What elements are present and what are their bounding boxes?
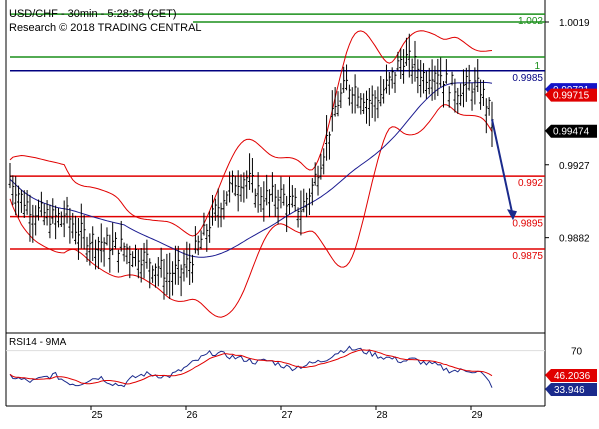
level-label-4: 0.9875 (512, 251, 543, 262)
price-axis-label-0: 1.0019 (559, 18, 590, 29)
bollinger-bands-layer (9, 30, 493, 318)
price-tag-bg-2 (545, 124, 597, 138)
price-bars-layer (8, 33, 494, 300)
projection-arrow-line (491, 119, 513, 213)
time-axis-label-1: 26 (186, 410, 198, 421)
moving-average-line (9, 81, 493, 258)
time-axis-label-4: 29 (471, 410, 483, 421)
rsi-tag-1: 33.946 (554, 385, 585, 396)
price-tag-1: 0.99715 (553, 91, 590, 102)
time-axis-label-2: 27 (281, 410, 293, 421)
rsi-layer (6, 345, 545, 388)
level-label-2: 0.992 (518, 178, 543, 189)
projection-layer (491, 119, 517, 221)
rsi-title: RSI14 - 9MA (9, 337, 67, 348)
price-axis-label-2: 0.9882 (559, 234, 590, 245)
lower-band-line (9, 104, 493, 318)
projection-arrow-head (507, 209, 517, 221)
rsi-tag-0: 46.2036 (554, 371, 591, 382)
upper-band-line (9, 30, 493, 237)
moving-average-layer (9, 81, 493, 258)
rsi-ma-line (9, 349, 493, 385)
level-1-label: 1 (534, 61, 540, 72)
price-tag-bg-1 (545, 88, 597, 102)
time-axis-label-0: 25 (91, 410, 103, 421)
price-tag-2: 0.99474 (553, 127, 590, 138)
rsi-line (9, 345, 493, 388)
rsi-tag-bg-0 (545, 369, 597, 382)
level-label-1: 0.9985 (512, 73, 543, 84)
level-label-3: 0.9895 (512, 219, 543, 230)
price-axis-label-1: 0.9927 (559, 161, 590, 172)
ticks-layer: 1.0019 0.9927 0.9882 70 25 26 27 28 29 (90, 18, 590, 421)
rsi-axis-label-70: 70 (571, 347, 583, 358)
chart-subtitle: Research © 2018 TRADING CENTRAL (9, 22, 202, 34)
time-axis-label-3: 28 (376, 410, 388, 421)
chart-title: USD/CHF - 30min - 5:28:35 (CET) (9, 8, 176, 20)
rsi-tag-bg-1 (545, 383, 597, 396)
